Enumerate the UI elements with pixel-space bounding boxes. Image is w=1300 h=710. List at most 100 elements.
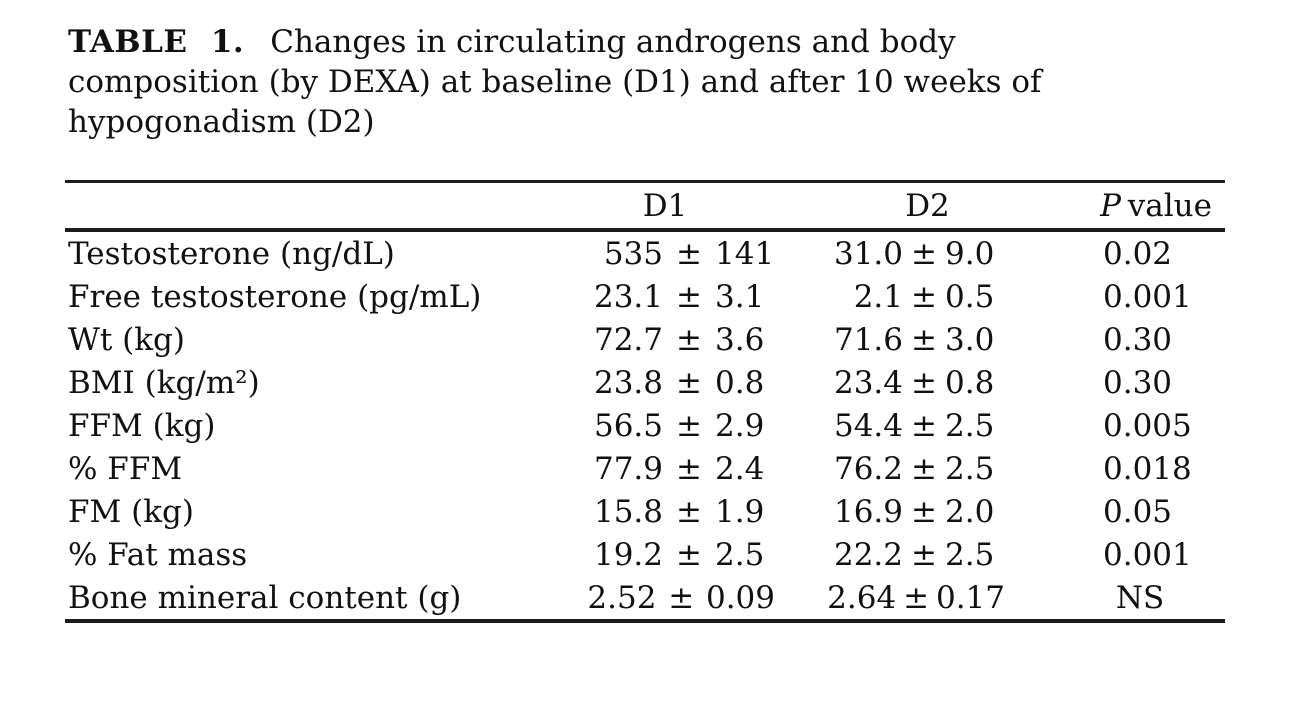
plus-minus-sign: ± — [676, 493, 702, 530]
p-value-cell: 0.001 — [1103, 278, 1192, 315]
d1-mean: 15.8 — [593, 493, 663, 530]
table-row: Testosterone (ng/dL) 535 ±141 31.0 ±9.0 0.… — [65, 232, 1225, 275]
d2-value-cell: 23.4 ±0.8 — [775, 365, 1005, 401]
p-value-cell: 0.05 — [1103, 493, 1173, 530]
d2-sd: 0.5 — [945, 278, 995, 315]
d1-value-cell: 15.8 ±1.9 — [525, 494, 775, 530]
d1-sd: 0.8 — [715, 364, 765, 401]
table-row: % Fat mass 19.2 ±2.5 22.2 ±2.5 0.001 — [65, 533, 1225, 576]
plus-minus-sign: ± — [911, 364, 937, 401]
d1-sd: 2.4 — [715, 450, 765, 487]
plus-minus-sign: ± — [911, 235, 937, 272]
d1-mean: 2.52 — [587, 579, 657, 616]
plus-minus-sign: ± — [676, 278, 702, 315]
d1-sd: 3.1 — [715, 278, 765, 315]
plus-minus-sign: ± — [911, 450, 937, 487]
d1-value-cell: 23.1 ±3.1 — [525, 279, 775, 315]
table-row: BMI (kg/m²) 23.8 ±0.8 23.4 ±0.8 0.30 — [65, 361, 1225, 404]
column-header-d2: D2 — [905, 187, 950, 224]
plus-minus-sign: ± — [911, 493, 937, 530]
plus-minus-sign: ± — [911, 536, 937, 573]
d2-mean: 22.2 — [833, 536, 903, 573]
row-label: % FFM — [68, 450, 183, 487]
table-row: FM (kg) 15.8 ±1.9 16.9 ±2.0 0.05 — [65, 490, 1225, 533]
table-row: Bone mineral content (g) 2.52 ±0.09 2.64 ±… — [65, 576, 1225, 619]
d1-mean: 72.7 — [593, 321, 663, 358]
plus-minus-sign: ± — [676, 321, 702, 358]
d2-mean: 76.2 — [833, 450, 903, 487]
d1-sd: 2.5 — [715, 536, 765, 573]
d2-mean: 54.4 — [833, 407, 903, 444]
d1-sd: 3.6 — [715, 321, 765, 358]
plus-minus-sign: ± — [668, 579, 695, 616]
caption-line-3: hypogonadism (D2) — [68, 104, 375, 140]
column-header-d1: D1 — [642, 187, 688, 224]
plus-minus-sign: ± — [911, 407, 937, 444]
d2-value-cell: 2.1 ±0.5 — [775, 279, 1005, 315]
row-label: FM (kg) — [68, 493, 194, 530]
plus-minus-sign: ± — [676, 450, 702, 487]
d2-mean: 16.9 — [833, 493, 903, 530]
d1-value-cell: 19.2 ±2.5 — [525, 537, 775, 573]
d2-sd: 3.0 — [945, 321, 995, 358]
row-label: Testosterone (ng/dL) — [68, 235, 395, 272]
d1-value-cell: 56.5 ±2.9 — [525, 408, 775, 444]
d2-sd: 2.5 — [945, 536, 995, 573]
row-label: FFM (kg) — [68, 407, 216, 444]
d2-mean: 2.64 — [827, 579, 897, 616]
d1-value-cell: 2.52 ±0.09 — [525, 580, 775, 616]
d2-value-cell: 76.2 ±2.5 — [775, 451, 1005, 487]
p-value-cell: 0.30 — [1103, 321, 1173, 358]
caption-line-1: TABLE 1. Changes in circulating androgens… — [68, 22, 1208, 62]
d2-mean: 31.0 — [833, 235, 903, 272]
row-label: Bone mineral content (g) — [68, 579, 462, 616]
d1-value-cell: 77.9 ±2.4 — [525, 451, 775, 487]
d2-sd: 9.0 — [945, 235, 995, 272]
d1-mean: 77.9 — [593, 450, 663, 487]
d1-mean: 23.8 — [593, 364, 663, 401]
d2-sd: 2.5 — [945, 450, 995, 487]
d1-mean: 19.2 — [593, 536, 663, 573]
d1-sd: 0.09 — [705, 579, 775, 616]
d2-mean: 2.1 — [853, 278, 903, 315]
row-label: % Fat mass — [68, 536, 248, 573]
caption-text-1: Changes in circulating androgens and bod… — [270, 24, 956, 60]
plus-minus-sign: ± — [676, 364, 702, 401]
d2-value-cell: 2.64 ±0.17 — [775, 580, 1005, 616]
d2-sd: 2.0 — [945, 493, 995, 530]
d1-sd: 2.9 — [715, 407, 765, 444]
d1-sd: 1.9 — [715, 493, 765, 530]
d1-mean: 535 — [603, 235, 663, 272]
table-row: Wt (kg) 72.7 ±3.6 71.6 ±3.0 0.30 — [65, 318, 1225, 361]
table-caption: TABLE 1. Changes in circulating androgens… — [68, 22, 1208, 142]
table-body: Testosterone (ng/dL) 535 ±141 31.0 ±9.0 0.… — [65, 232, 1225, 619]
d2-sd: 2.5 — [945, 407, 995, 444]
plus-minus-sign: ± — [676, 235, 702, 272]
plus-minus-sign: ± — [676, 536, 702, 573]
d1-value-cell: 535 ±141 — [525, 236, 775, 272]
p-value-cell: 0.018 — [1103, 450, 1192, 487]
pvalue-header-italic-p: P — [1100, 187, 1121, 224]
d1-value-cell: 72.7 ±3.6 — [525, 322, 775, 358]
p-value-cell: 0.005 — [1103, 407, 1192, 444]
d2-value-cell: 22.2 ±2.5 — [775, 537, 1005, 573]
d1-mean: 23.1 — [593, 278, 663, 315]
p-value-cell: 0.001 — [1103, 536, 1192, 573]
d2-mean: 71.6 — [833, 321, 903, 358]
row-label: BMI (kg/m²) — [68, 364, 260, 401]
d2-value-cell: 16.9 ±2.0 — [775, 494, 1005, 530]
p-value-cell: 0.02 — [1103, 235, 1173, 272]
p-value-cell: 0.30 — [1103, 364, 1173, 401]
plus-minus-sign: ± — [903, 579, 930, 616]
pvalue-header-rest: value — [1127, 187, 1212, 224]
d2-value-cell: 54.4 ±2.5 — [775, 408, 1005, 444]
d2-mean: 23.4 — [833, 364, 903, 401]
caption-line-2: composition (by DEXA) at baseline (D1) a… — [68, 64, 1042, 100]
d1-value-cell: 23.8 ±0.8 — [525, 365, 775, 401]
d2-value-cell: 71.6 ±3.0 — [775, 322, 1005, 358]
p-value-cell: NS — [1115, 579, 1165, 616]
table-row: % FFM 77.9 ±2.4 76.2 ±2.5 0.018 — [65, 447, 1225, 490]
